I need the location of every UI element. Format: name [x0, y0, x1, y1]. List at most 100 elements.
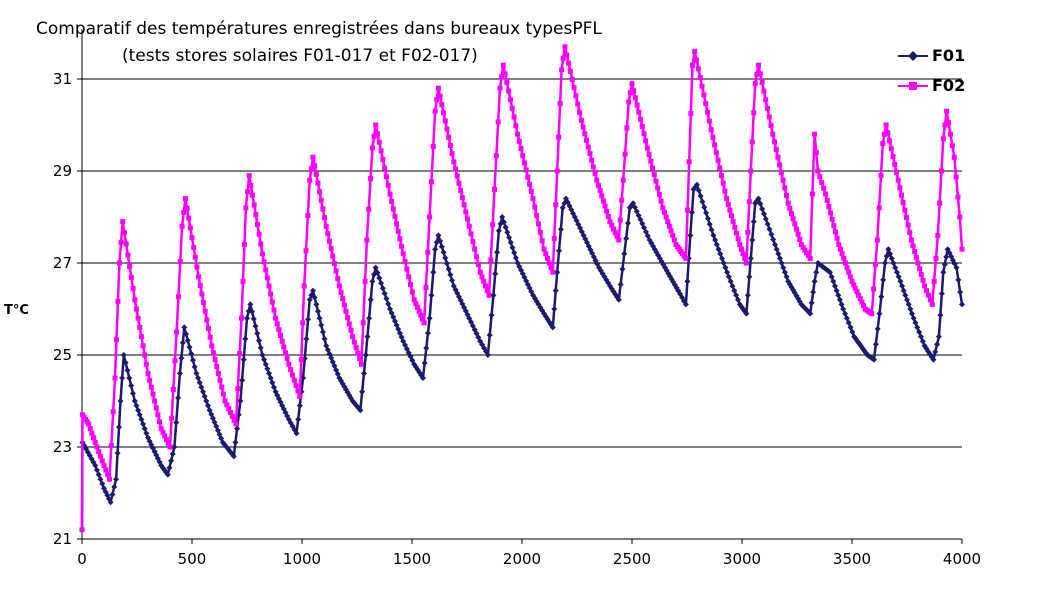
data-point — [878, 293, 885, 300]
data-point — [737, 242, 743, 248]
data-point — [833, 229, 838, 235]
data-point — [604, 208, 610, 214]
data-point — [734, 296, 741, 303]
data-point — [746, 199, 752, 205]
data-point — [269, 379, 276, 386]
data-point — [937, 200, 943, 206]
data-point — [623, 235, 630, 242]
data-point — [470, 239, 476, 245]
data-point — [266, 283, 272, 289]
data-point — [111, 483, 118, 490]
data-point — [797, 236, 803, 242]
data-point — [742, 255, 748, 261]
data-point — [123, 241, 129, 247]
data-point — [430, 269, 437, 276]
data-point — [516, 138, 522, 144]
data-point — [173, 419, 180, 426]
data-point — [597, 188, 603, 194]
data-point — [905, 222, 911, 228]
data-point — [622, 151, 628, 157]
data-point — [595, 182, 601, 188]
legend-label-f02: F02 — [932, 76, 965, 95]
chart-title-line-2: (tests stores solaires F01-017 et F02-01… — [122, 46, 478, 66]
data-point — [468, 231, 474, 237]
data-point — [87, 426, 93, 432]
data-point — [380, 157, 386, 162]
data-point — [655, 185, 661, 191]
data-point — [717, 165, 723, 171]
data-point — [724, 269, 731, 276]
legend-item-f02: F02 — [898, 76, 965, 95]
data-point — [729, 213, 735, 219]
data-point — [245, 189, 251, 195]
data-point — [602, 203, 608, 209]
x-tick-label: 1000 — [283, 550, 321, 568]
data-point — [107, 499, 114, 506]
data-point — [780, 177, 786, 183]
data-point — [660, 205, 666, 211]
data-point — [419, 316, 425, 322]
data-point — [230, 453, 237, 460]
data-point — [320, 206, 326, 212]
data-point — [204, 317, 210, 323]
data-point — [321, 335, 328, 342]
data-point — [310, 154, 316, 160]
data-point — [810, 289, 817, 296]
data-point — [704, 215, 711, 222]
data-point — [318, 197, 324, 203]
data-point — [261, 259, 267, 265]
data-point — [953, 264, 960, 271]
data-point — [520, 153, 526, 159]
data-point — [756, 62, 761, 68]
data-point — [188, 350, 195, 357]
data-point — [890, 260, 897, 266]
data-point — [573, 93, 579, 99]
data-point — [446, 134, 452, 140]
data-point — [892, 161, 898, 167]
data-point — [500, 219, 507, 226]
data-point — [587, 151, 593, 157]
data-point — [92, 439, 98, 445]
data-point — [252, 323, 259, 330]
data-point — [428, 292, 435, 299]
data-point — [143, 361, 149, 367]
data-point — [703, 101, 709, 107]
data-point — [804, 250, 810, 256]
series-markers-f01 — [79, 181, 965, 533]
data-point — [402, 258, 408, 264]
data-point — [897, 185, 903, 191]
data-point — [226, 406, 232, 412]
data-series — [79, 44, 965, 533]
data-point — [423, 285, 429, 291]
data-point — [917, 266, 923, 272]
x-tick-label: 0 — [77, 550, 87, 568]
data-point — [362, 278, 368, 284]
data-point — [518, 146, 524, 152]
data-point — [214, 364, 220, 369]
x-tick-label: 3500 — [833, 550, 871, 568]
data-point — [428, 179, 434, 185]
data-point — [648, 158, 654, 164]
data-point — [844, 265, 850, 271]
data-point — [740, 251, 746, 257]
data-point — [506, 234, 513, 241]
data-point — [504, 229, 511, 236]
data-point — [710, 232, 717, 239]
data-point — [224, 402, 230, 408]
data-point — [113, 337, 119, 343]
data-point — [443, 260, 450, 267]
data-point — [942, 122, 948, 128]
data-point — [713, 241, 720, 248]
data-point — [955, 276, 962, 283]
data-point — [718, 255, 725, 262]
data-point — [650, 165, 656, 171]
data-point — [790, 216, 796, 222]
data-point — [413, 301, 419, 307]
data-point — [564, 52, 570, 58]
data-point — [171, 444, 178, 450]
data-point — [95, 471, 102, 478]
data-point — [641, 131, 647, 137]
data-point — [903, 215, 909, 221]
data-point — [513, 123, 519, 129]
data-point — [670, 232, 676, 238]
